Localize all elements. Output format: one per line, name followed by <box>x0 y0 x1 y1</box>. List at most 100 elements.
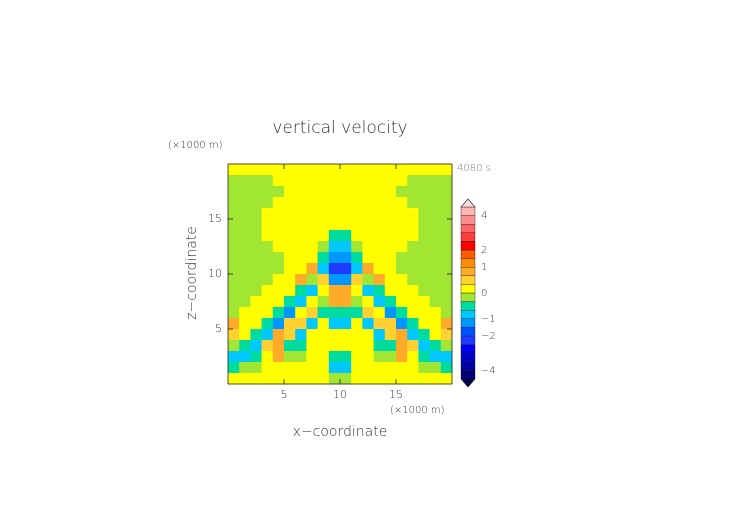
colorbar-triangle <box>460 198 476 208</box>
contour-cell <box>396 329 408 341</box>
contour-cell <box>261 186 274 198</box>
contour-cell <box>250 186 262 198</box>
contour-cell <box>250 340 262 352</box>
contour-cell <box>306 340 318 352</box>
contour-cell <box>429 208 442 220</box>
contour-cell <box>418 274 430 286</box>
contour-cell <box>351 164 363 176</box>
contour-cell <box>340 175 352 187</box>
contour-cell <box>396 285 408 297</box>
contour-cell <box>306 164 318 176</box>
contour-cell <box>373 186 386 198</box>
contour-cell <box>261 307 274 319</box>
contour-cell <box>440 329 453 341</box>
contour-cell <box>396 373 408 385</box>
contour-cell <box>317 340 330 352</box>
contour-cell <box>239 252 251 264</box>
contour-cell <box>373 252 386 264</box>
contour-cell <box>239 186 251 198</box>
contour-cell <box>328 351 341 363</box>
contour-cell <box>351 362 363 374</box>
contour-cell <box>440 219 453 231</box>
contour-cell <box>407 285 419 297</box>
colorbar-box <box>460 232 476 242</box>
contour-cell <box>440 197 453 209</box>
contour-cell <box>440 230 453 242</box>
contour-cell <box>384 362 397 374</box>
contour-cell <box>429 318 442 330</box>
contour-cell <box>440 296 453 308</box>
x-unit: (×1000 m) <box>390 405 445 416</box>
contour-cell <box>373 197 386 209</box>
contour-cell <box>351 263 363 275</box>
contour-cell <box>261 230 274 242</box>
contour-cell <box>295 296 307 308</box>
contour-cell <box>317 296 330 308</box>
contour-cell <box>272 340 285 352</box>
contour-cell <box>272 373 285 385</box>
contour-cell <box>396 318 408 330</box>
contour-cell <box>440 351 453 363</box>
contour-cell <box>351 373 363 385</box>
contour-cell <box>328 296 341 308</box>
contour-cell <box>228 175 240 187</box>
contour-cell <box>418 329 430 341</box>
colorbar-box <box>460 292 476 302</box>
contour-cell <box>284 230 296 242</box>
contour-cell <box>340 351 352 363</box>
contour-cell <box>340 296 352 308</box>
contour-cell <box>373 318 386 330</box>
contour-cell <box>306 351 318 363</box>
contour-cell <box>272 241 285 253</box>
contour-cell <box>362 186 374 198</box>
contour-cell <box>396 197 408 209</box>
contour-cell <box>362 340 374 352</box>
contour-cell <box>317 285 330 297</box>
contour-cell <box>317 351 330 363</box>
contour-cell <box>295 186 307 198</box>
contour-cell <box>384 164 397 176</box>
contour-cell <box>295 274 307 286</box>
contour-cell <box>328 362 341 374</box>
contour-cell <box>261 252 274 264</box>
x-tick-label: 5 <box>281 388 288 401</box>
contour-cell <box>306 329 318 341</box>
contour-cell <box>306 307 318 319</box>
contour-cell <box>373 164 386 176</box>
contour-cell <box>295 219 307 231</box>
contour-cell <box>250 197 262 209</box>
contour-cell <box>407 252 419 264</box>
contour-cell <box>306 252 318 264</box>
contour-cell <box>317 164 330 176</box>
contour-cell <box>351 252 363 264</box>
contour-cell <box>328 318 341 330</box>
contour-cell <box>261 340 274 352</box>
contour-cell <box>351 230 363 242</box>
contour-cell <box>340 274 352 286</box>
contour-cell <box>440 362 453 374</box>
contour-cell <box>440 274 453 286</box>
contour-cell <box>261 164 274 176</box>
colorbar-box <box>460 284 476 294</box>
y-tick-label: 15 <box>208 212 222 225</box>
contour-cell <box>396 186 408 198</box>
contour-cell <box>440 307 453 319</box>
contour-cell <box>429 285 442 297</box>
contour-cell <box>272 274 285 286</box>
contour-cell <box>429 373 442 385</box>
contour-cell <box>429 252 442 264</box>
contour-cell <box>407 307 419 319</box>
contour-cell <box>328 241 341 253</box>
contour-cell <box>429 230 442 242</box>
y-tick-label: 5 <box>215 322 222 335</box>
colorbar-box <box>460 206 476 216</box>
contour-cell <box>396 241 408 253</box>
contour-cell <box>317 208 330 220</box>
contour-cell <box>384 285 397 297</box>
colorbar-box <box>460 267 476 277</box>
contour-cell <box>351 219 363 231</box>
contour-cell <box>384 186 397 198</box>
contour-cell <box>328 373 341 385</box>
contour-cell <box>362 219 374 231</box>
